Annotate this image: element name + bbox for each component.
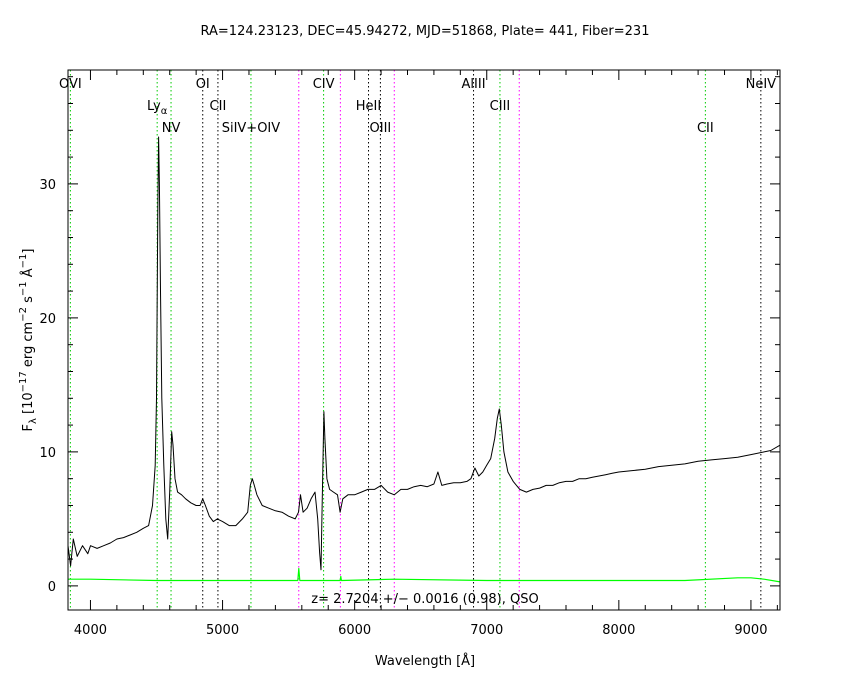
- spectral-line-label: HeII: [356, 99, 381, 114]
- spectral-line-label: CII: [210, 99, 227, 114]
- x-tick-label: 4000: [74, 623, 107, 638]
- spectral-line-label: CIII: [490, 99, 511, 114]
- error-line: [68, 567, 781, 583]
- spectral-line-label: OIII: [370, 121, 392, 136]
- spectral-line-label: CII: [697, 121, 714, 136]
- spectral-lines: OVILyαNVOICIISiIV+OIVCIVHeIIOIIIAlIIICII…: [59, 70, 776, 610]
- spectral-line-label: OVI: [59, 77, 82, 92]
- x-tick-label: 6000: [338, 623, 371, 638]
- spectral-line-label: Lyα: [147, 99, 168, 117]
- spectral-line-label: NeIV: [746, 77, 777, 92]
- y-tick-label: 20: [39, 312, 56, 327]
- y-tick-label: 30: [39, 178, 56, 193]
- y-axis: 0 10 20 30: [39, 76, 780, 595]
- x-axis: 4000 5000 6000 7000 8000 9000: [74, 70, 778, 638]
- y-tick-label: 0: [48, 580, 56, 595]
- flux-line: [67, 136, 781, 571]
- spectral-line-label: NV: [162, 121, 181, 136]
- spectral-line-label: AlIII: [462, 77, 486, 92]
- flux-spectrum: [67, 136, 781, 571]
- x-tick-label: 7000: [470, 623, 503, 638]
- spectral-line-label: SiIV+OIV: [222, 121, 281, 136]
- y-tick-label: 10: [39, 446, 56, 461]
- x-tick-label: 5000: [206, 623, 239, 638]
- error-spectrum: [68, 567, 781, 583]
- y-axis-label: Fλ [10−17 erg cm−2 s−1 Å−1]: [18, 249, 39, 432]
- x-axis-label: Wavelength [Å]: [375, 653, 475, 669]
- spectral-line-label: OI: [196, 77, 210, 92]
- plot-frame: [67, 69, 781, 611]
- spectral-line-label: CIV: [313, 77, 335, 92]
- x-tick-label: 9000: [734, 623, 767, 638]
- x-tick-label: 8000: [602, 623, 635, 638]
- chart-title: RA=124.23123, DEC=45.94272, MJD=51868, P…: [201, 24, 650, 39]
- redshift-annotation: z= 2.7204 +/− 0.0016 (0.98), QSO: [311, 592, 538, 607]
